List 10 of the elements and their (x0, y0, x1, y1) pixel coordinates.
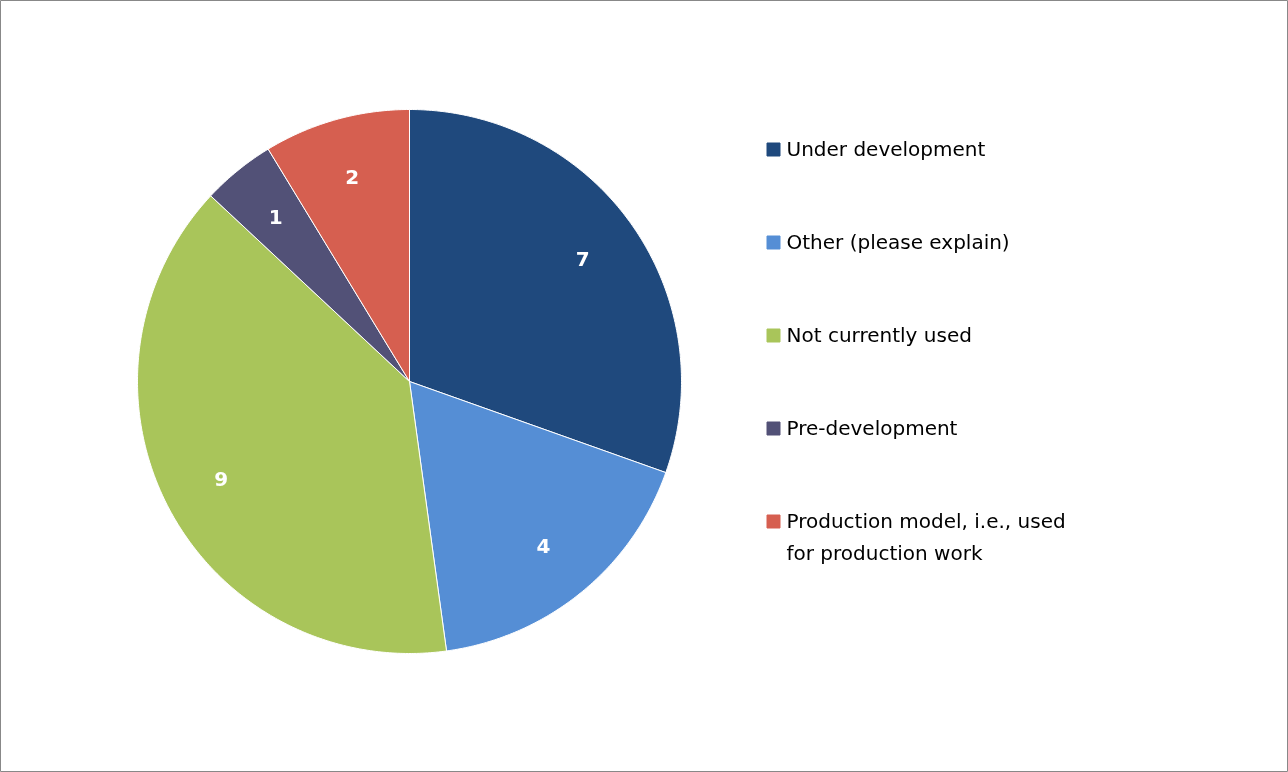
data-label: 2 (345, 165, 360, 190)
data-label: 1 (268, 204, 283, 229)
legend-label: Other (please explain) (786, 229, 1010, 254)
legend-label: Not currently used (786, 322, 972, 347)
legend-label: Under development (786, 136, 986, 161)
data-label: 4 (536, 534, 551, 559)
data-label: 9 (214, 467, 229, 492)
legend-label: Pre-development (786, 415, 958, 440)
legend-label: Production model, i.e., used for production work (786, 508, 1066, 565)
data-label: 7 (575, 247, 590, 272)
